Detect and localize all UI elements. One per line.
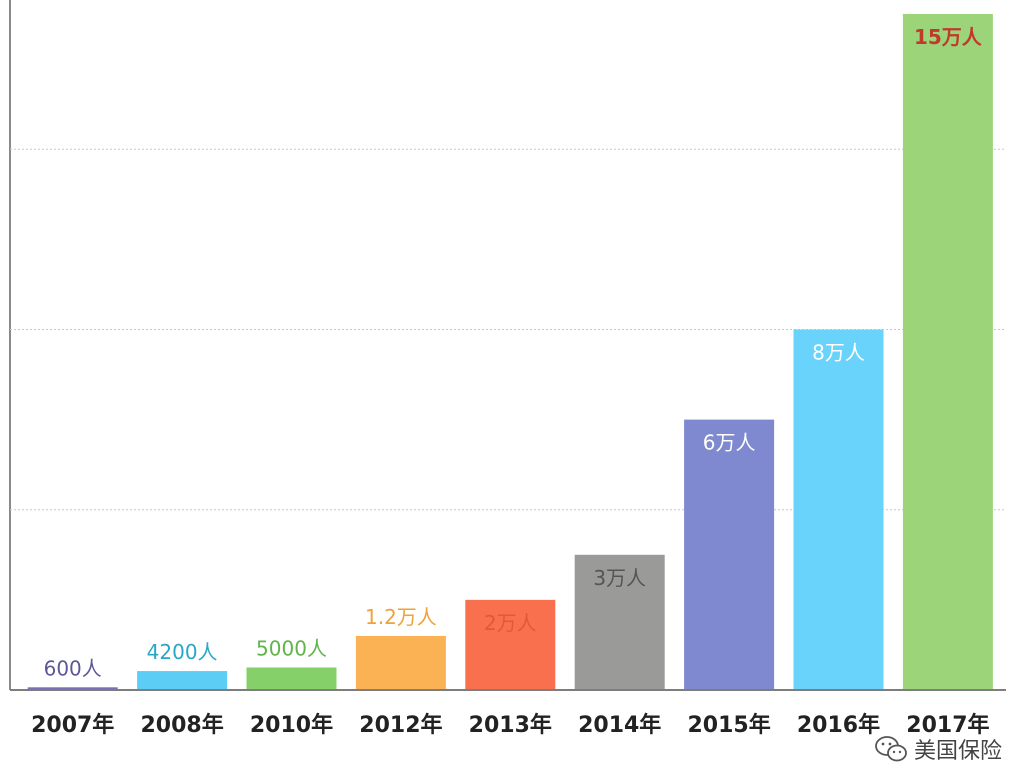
data-label: 3万人 [593,566,646,590]
x-tick-label: 2017年 [906,712,989,738]
x-tick-label: 2008年 [140,712,223,738]
bar [246,667,337,690]
x-tick-labels: 2007年 2008年 2010年 2012年 2013年 2014年 2015年 2016年… [31,712,989,738]
data-label: 2万人 [484,611,537,635]
x-tick-label: 2010年 [250,712,333,738]
data-label: 4200人 [147,640,218,664]
wechat-icon [875,736,907,762]
data-label: 6万人 [703,431,756,455]
bar [137,671,228,690]
bar [684,419,775,690]
x-tick-label: 2015年 [687,712,770,738]
bar [574,554,665,690]
bar [465,599,556,690]
x-tick-label: 2014年 [578,712,661,738]
x-tick-label: 2016年 [797,712,880,738]
data-label: 8万人 [812,340,865,364]
data-label: 5000人 [256,636,327,660]
data-label: 600人 [44,656,102,680]
x-tick-label: 2013年 [469,712,552,738]
bar [27,687,118,690]
bar [902,14,993,690]
data-label: 1.2万人 [365,605,437,629]
bars: 600人 4200人 5000人 1.2万人 2万人 3万人 6万人 8万人 15万人 [27,14,993,690]
bar [793,329,884,690]
watermark-text: 美国保险 [913,739,1002,764]
x-tick-label: 2007年 [31,712,114,738]
bar [355,635,446,690]
data-label: 15万人 [914,25,983,49]
watermark: 美国保险 [874,733,1002,765]
x-tick-label: 2012年 [359,712,442,738]
